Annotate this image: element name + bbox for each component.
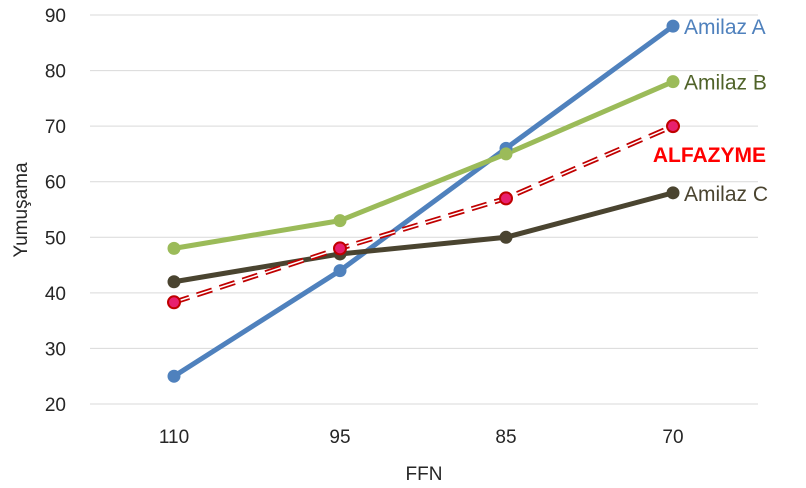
series-line-alfazyme-inner	[173, 125, 674, 304]
series-line-amilaz-a	[172, 24, 675, 379]
data-point-amilaz-a	[167, 369, 181, 383]
data-point-amilaz-b	[333, 214, 347, 228]
data-point-amilaz-b	[167, 241, 181, 255]
series-lines	[172, 24, 675, 379]
series-line-amilaz-c	[173, 190, 674, 285]
x-axis-title: FFN	[406, 464, 443, 485]
y-tick-label: 20	[45, 395, 66, 416]
y-axis-title: Yumuşama	[11, 162, 32, 257]
series-labels: Amilaz A Amilaz B Amilaz C ALFAZYME	[653, 16, 768, 206]
data-point-alfazyme	[666, 119, 680, 134]
x-tick-label: 95	[329, 427, 350, 448]
y-tick-label: 50	[45, 228, 66, 249]
x-axis-ticks: 110 95 85 70	[159, 427, 684, 448]
series-label-amilaz-b: Amilaz B	[684, 72, 767, 95]
data-point-amilaz-c	[499, 230, 513, 244]
data-point-alfazyme	[333, 241, 347, 256]
data-point-amilaz-b	[499, 147, 513, 161]
series-points	[167, 19, 680, 383]
data-point-amilaz-b	[666, 75, 680, 89]
y-tick-label: 30	[45, 339, 66, 360]
data-point-amilaz-a	[666, 19, 680, 33]
data-point-amilaz-c	[167, 275, 181, 289]
data-point-alfazyme	[167, 295, 181, 310]
y-tick-label: 90	[45, 6, 66, 27]
x-tick-label: 110	[159, 427, 189, 448]
x-tick-label: 70	[662, 427, 683, 448]
series-line-amilaz-b	[173, 79, 674, 251]
y-tick-label: 40	[45, 284, 66, 305]
y-tick-label: 70	[45, 117, 66, 138]
x-tick-label: 85	[495, 427, 516, 448]
y-axis-ticks: 20 30 40 50 60 70 80 90	[45, 6, 66, 416]
y-tick-label: 60	[45, 173, 66, 194]
series-label-amilaz-a: Amilaz A	[684, 16, 766, 39]
series-label-alfazyme: ALFAZYME	[653, 144, 766, 167]
data-point-amilaz-c	[666, 186, 680, 200]
data-point-amilaz-a	[333, 264, 347, 278]
y-tick-label: 80	[45, 62, 66, 83]
data-point-alfazyme	[499, 191, 513, 206]
series-label-amilaz-c: Amilaz C	[684, 183, 768, 206]
